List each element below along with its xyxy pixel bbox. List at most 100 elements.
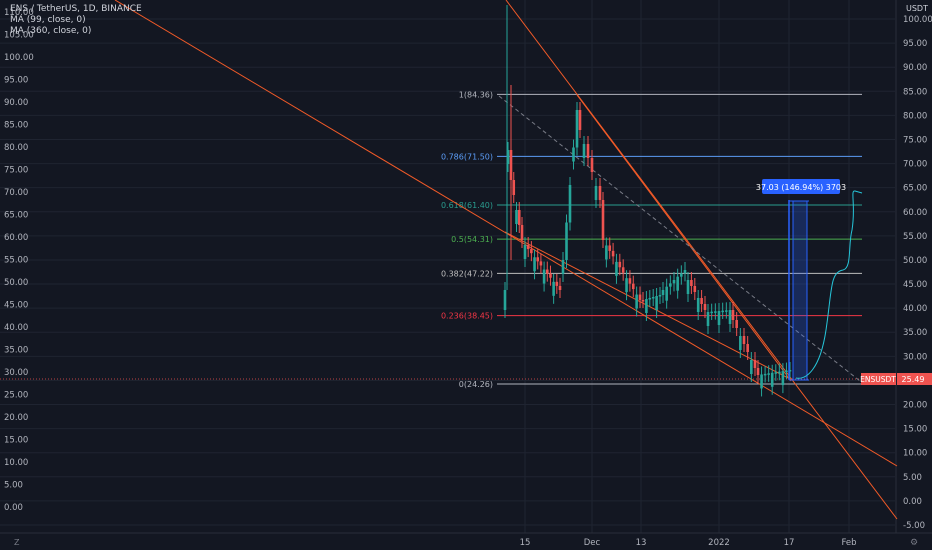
measure-box[interactable] [793,201,807,380]
time-axis[interactable]: 15 Dec 13 2022 17 Feb [0,533,932,548]
left-axis-tick: 20.00 [4,413,28,423]
candle-body[interactable] [518,210,521,225]
candle-body[interactable] [595,186,598,200]
candle-body[interactable] [714,311,717,313]
candle-body[interactable] [536,257,539,261]
trend-line[interactable] [577,95,791,381]
candle-body[interactable] [565,223,568,261]
candle-body[interactable] [659,295,662,297]
candle-body[interactable] [645,299,648,313]
candle-body[interactable] [700,298,703,304]
candle-body[interactable] [562,260,565,274]
candle-body[interactable] [608,245,611,250]
candle-body[interactable] [676,277,679,291]
candle-body[interactable] [504,290,507,310]
candles[interactable] [504,5,792,396]
candle-body[interactable] [754,360,757,368]
candle-body[interactable] [710,312,713,314]
candle-body[interactable] [619,262,622,267]
left-axis-tick: 100.00 [4,53,34,63]
left-axis-tick: 50.00 [4,278,28,288]
candle-body[interactable] [767,373,770,375]
candle-body[interactable] [591,158,594,172]
candle-body[interactable] [605,245,608,259]
candle-body[interactable] [652,297,655,299]
candle-body[interactable] [750,360,753,374]
candle-body[interactable] [632,284,635,289]
right-axis[interactable]: USDT 100.00 95.00 90.00 85.00 80.00 75.00 70.00… [896,0,932,533]
candle-body[interactable] [587,144,590,158]
candle-body[interactable] [669,283,672,286]
right-axis-tick: 40.00 [903,304,927,314]
candle-body[interactable] [729,310,732,324]
candle-body[interactable] [732,310,735,320]
right-axis-tick: 35.00 [903,328,927,338]
candle-body[interactable] [540,261,543,265]
candle-body[interactable] [622,267,625,272]
symbol-line[interactable]: ENS / TetherUS, 1D, BINANCE [10,4,142,15]
candle-body[interactable] [680,273,683,276]
candle-body[interactable] [533,257,536,271]
candle-body[interactable] [735,320,738,328]
candle-body[interactable] [684,270,687,273]
candle-body[interactable] [690,280,693,286]
candle-body[interactable] [635,295,638,309]
candle-body[interactable] [602,200,605,240]
candle-body[interactable] [642,300,645,302]
candle-body[interactable] [771,373,774,387]
candle-body[interactable] [629,278,632,283]
candle-body[interactable] [556,282,559,286]
candle-body[interactable] [515,210,518,224]
candle-body[interactable] [665,287,668,301]
candle-body[interactable] [704,304,707,310]
candle-body[interactable] [655,296,658,310]
candle-body[interactable] [743,336,746,344]
left-axis-tick: 95.00 [4,76,28,86]
candle-body[interactable] [512,180,515,195]
candle-body[interactable] [612,251,615,256]
candle-body[interactable] [774,372,777,374]
candle-body[interactable] [615,262,618,276]
candle-body[interactable] [760,374,763,388]
candle-body[interactable] [576,110,579,148]
candle-body[interactable] [785,371,788,373]
candle-body[interactable] [583,144,586,158]
candle-body[interactable] [530,249,533,253]
candle-body[interactable] [599,186,602,200]
candle-body[interactable] [546,270,549,274]
candle-body[interactable] [579,110,582,130]
candle-body[interactable] [572,148,575,162]
candle-body[interactable] [549,274,552,278]
candle-body[interactable] [524,245,527,259]
candle-body[interactable] [697,298,700,312]
candle-body[interactable] [552,282,555,296]
candle-body[interactable] [673,280,676,283]
settings-icon[interactable]: ⚙ [910,538,918,548]
candle-body[interactable] [782,371,785,385]
candle-body[interactable] [559,286,562,290]
zoom-button[interactable]: Z [14,538,20,547]
candle-body[interactable] [521,225,524,240]
candle-body[interactable] [625,278,628,292]
candle-body[interactable] [778,372,781,374]
trend-line[interactable] [505,232,792,380]
candle-body[interactable] [694,286,697,292]
candle-body[interactable] [739,336,742,350]
candle-body[interactable] [721,311,724,313]
candle-body[interactable] [662,290,665,295]
candle-body[interactable] [543,270,546,284]
candle-body[interactable] [569,185,572,223]
candle-body[interactable] [757,368,760,375]
candle-body[interactable] [649,298,652,300]
candle-body[interactable] [764,374,767,376]
candle-body[interactable] [687,280,690,294]
candle-body[interactable] [527,245,530,249]
indicator-ma-360[interactable]: MA (360, close, 0) [10,26,142,37]
candle-body[interactable] [746,344,749,352]
candle-body[interactable] [718,311,721,325]
candle-body[interactable] [707,312,710,326]
indicator-ma-99[interactable]: MA (99, close, 0) [10,15,142,26]
candle-body[interactable] [725,310,728,312]
candle-body[interactable] [639,295,642,300]
